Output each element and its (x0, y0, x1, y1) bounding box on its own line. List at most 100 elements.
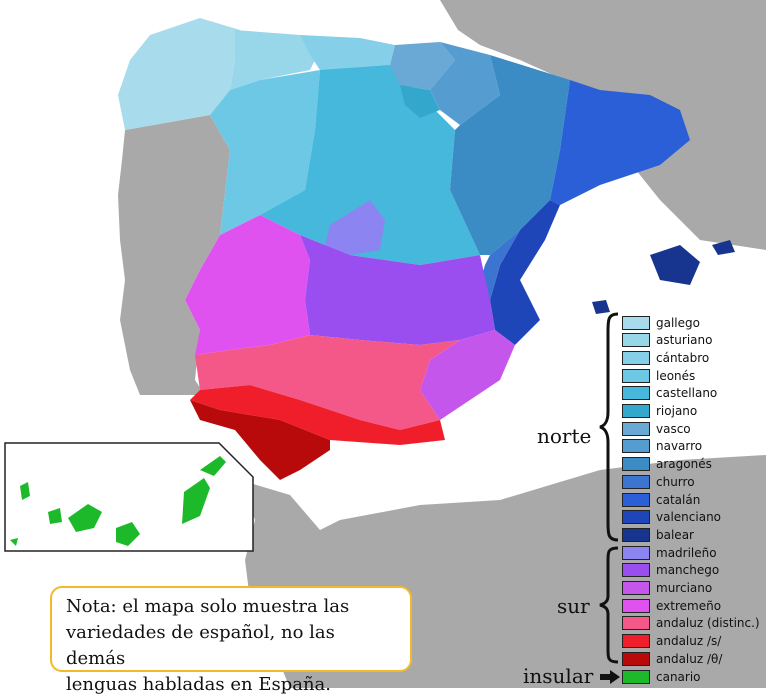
legend-label: vasco (656, 421, 691, 436)
region-andaluz-distinc (195, 335, 460, 430)
france-land (440, 0, 766, 250)
note-box: Nota: el mapa solo muestra las variedade… (50, 586, 412, 695)
legend-label: extremeño (656, 598, 722, 613)
legend-label: leonés (656, 368, 696, 383)
legend-group-norte: norte (537, 424, 592, 448)
inset-frame (4, 442, 254, 552)
right-arrow-icon (600, 670, 620, 684)
legend-item: madrileño (622, 544, 717, 561)
legend-swatch (622, 474, 650, 489)
legend-label: andaluz /θ/ (656, 651, 723, 666)
canary-island-5 (182, 478, 210, 524)
region-murciano (420, 330, 515, 420)
legend-label: manchego (656, 563, 720, 578)
region-cantabro (300, 35, 395, 72)
legend-label: andaluz (distinc.) (656, 616, 760, 631)
legend-swatch (622, 651, 650, 666)
legend-swatch (622, 350, 650, 365)
legend-item: andaluz (distinc.) (622, 615, 760, 632)
legend-swatch (622, 634, 650, 649)
legend-label: gallego (656, 315, 700, 330)
legend-item: castellano (622, 385, 717, 402)
legend-item: andaluz /s/ (622, 633, 721, 650)
legend-item: andaluz /θ/ (622, 650, 722, 667)
region-catalan (550, 80, 690, 205)
legend-swatch (622, 598, 650, 613)
legend-item: murciano (622, 580, 712, 597)
legend-label: asturiano (656, 333, 713, 348)
legend-label: valenciano (656, 510, 722, 525)
legend-swatch (622, 563, 650, 578)
legend-label: andaluz /s/ (656, 634, 722, 649)
legend-swatch (622, 545, 650, 560)
legend-label: aragonés (656, 457, 712, 472)
legend-swatch (622, 492, 650, 507)
region-andaluz-s (190, 385, 445, 445)
region-navarro (430, 42, 500, 125)
legend-item: leonés (622, 367, 695, 384)
region-madrileno (325, 200, 385, 255)
canary-island-4 (116, 522, 140, 546)
legend-label: castellano (656, 386, 718, 401)
legend-item: extremeño (622, 597, 721, 614)
legend-label: balear (656, 527, 694, 542)
legend-swatch (622, 616, 650, 631)
note-line-3: lenguas habladas en España. (66, 674, 331, 695)
legend-swatch (622, 669, 650, 684)
legend-item: navarro (622, 438, 702, 455)
region-manchego (300, 235, 495, 345)
legend-item: riojano (622, 403, 697, 420)
region-balear-ibiza (592, 300, 610, 314)
canary-island-6 (200, 456, 226, 476)
legend-item: valenciano (622, 509, 721, 526)
legend-label: murciano (656, 581, 713, 595)
legend-item: aragonés (622, 456, 712, 473)
legend-swatch (622, 527, 650, 542)
region-leones (210, 70, 320, 235)
legend-label: navarro (656, 439, 703, 454)
legend-item: manchego (622, 562, 719, 579)
legend-swatch (622, 386, 650, 401)
legend-brace-norte (599, 312, 619, 542)
region-balear-menorca (712, 240, 735, 255)
region-vasco (390, 42, 455, 90)
legend-group-sur: sur (557, 594, 590, 618)
legend-label: cántabro (656, 350, 710, 365)
canary-island-2 (48, 508, 62, 524)
legend-swatch (622, 457, 650, 472)
region-extremeno (185, 215, 310, 355)
legend-group-insular: insular (523, 664, 594, 688)
region-aragones (450, 55, 570, 255)
region-balear (650, 245, 700, 285)
legend-item: gallego (622, 314, 700, 331)
canary-island-7 (10, 538, 18, 546)
portugal-land (118, 115, 230, 395)
legend-swatch (622, 333, 650, 348)
legend-label: catalán (656, 492, 701, 507)
legend-item: vasco (622, 420, 691, 437)
legend-label: canario (656, 669, 701, 684)
region-valenciano (490, 200, 560, 345)
canary-island-3 (68, 504, 102, 532)
region-gallego (118, 18, 240, 130)
region-asturiano (230, 30, 320, 90)
legend-swatch (622, 581, 650, 595)
legend-item: churro (622, 473, 695, 490)
canary-islands-inset (4, 442, 254, 552)
region-riojano (400, 85, 440, 118)
note-line-1: Nota: el mapa solo muestra las (66, 596, 350, 617)
legend-swatch (622, 421, 650, 436)
legend-item: balear (622, 526, 694, 543)
note-line-2: variedades de español, no las demás (66, 622, 335, 669)
legend-swatch (622, 404, 650, 418)
legend-swatch (622, 368, 650, 383)
legend-swatch (622, 510, 650, 525)
legend-swatch (622, 315, 650, 330)
legend-item: asturiano (622, 332, 712, 349)
legend-brace-sur (599, 546, 619, 664)
legend-item: catalán (622, 491, 700, 508)
legend-swatch (622, 439, 650, 454)
region-churro (478, 230, 520, 300)
legend-item: canario (622, 668, 701, 685)
legend-label: riojano (656, 404, 698, 418)
